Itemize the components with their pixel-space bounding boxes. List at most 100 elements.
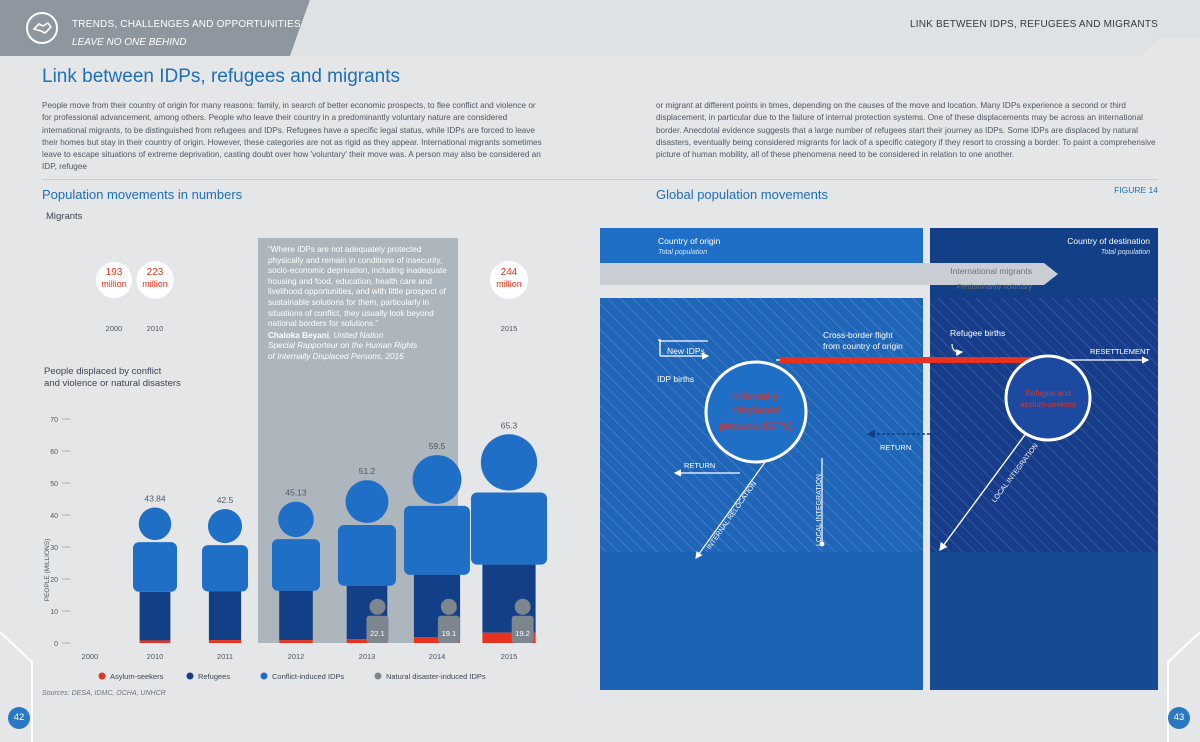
page-title: Link between IDPs, refugees and migrants xyxy=(42,66,401,87)
bar-conflict-idps xyxy=(338,525,396,586)
legend-label: Conflict-induced IDPs xyxy=(272,672,344,681)
legend-label: Natural disaster-induced IDPs xyxy=(386,672,486,681)
local-integration-left-label: LOCAL INTEGRATION xyxy=(816,474,823,546)
bar-conflict-idps xyxy=(272,539,320,591)
page-number-left: 42 xyxy=(8,707,30,729)
y-tick-label: 20 xyxy=(50,577,58,584)
internal-relocation-arrow xyxy=(695,457,769,559)
quote-text: “Where IDPs are not adequately protected… xyxy=(268,245,447,329)
bar-disaster-idps xyxy=(437,615,460,643)
migrants-value: 244 xyxy=(501,267,518,278)
divider xyxy=(42,179,1158,180)
y-tick-label: 60 xyxy=(50,449,58,456)
total-label: 45.13 xyxy=(285,488,307,498)
total-label: 51.2 xyxy=(359,466,376,476)
figure-head-conflict-idps xyxy=(345,480,389,524)
international-migrants-label: International migrants xyxy=(950,266,1032,276)
origin-header xyxy=(600,228,923,264)
displaced-label-line1: People displaced by conflict xyxy=(44,366,162,377)
bar-asylum-seekers xyxy=(413,637,461,643)
idp-label-line3: persons (IDPs) xyxy=(719,420,792,432)
migrants-bubble xyxy=(136,261,174,299)
legend-label: Asylum-seekers xyxy=(110,672,164,681)
figure-label: FIGURE 14 xyxy=(1114,185,1158,195)
bar-refugees xyxy=(139,591,171,641)
right-section-title: Global population movements xyxy=(656,187,828,202)
sources-note: Sources: DESA, IDMC, OCHA, UNHCR xyxy=(42,690,166,697)
destination-subtitle: Total population xyxy=(1101,249,1150,256)
destination-title: Country of destination xyxy=(1067,236,1150,246)
idp-label-line2: displaced xyxy=(733,405,779,417)
bar-conflict-idps xyxy=(133,542,177,592)
y-axis-label: PEOPLE (MILLIONS) xyxy=(44,539,51,602)
section-header: TRENDS, CHALLENGES AND OPPORTUNITIES xyxy=(72,19,301,30)
migrants-bubble xyxy=(489,260,529,300)
y-tick-label: 40 xyxy=(50,513,58,520)
displaced-label-line2: and violence or natural disasters xyxy=(44,378,181,389)
return-label-right: RETURN xyxy=(880,443,911,452)
total-label: 65.3 xyxy=(501,420,518,430)
y-tick-label: 50 xyxy=(50,481,58,488)
legend-swatch xyxy=(260,672,268,680)
header-band xyxy=(0,0,1200,56)
x-tick-label: 2015 xyxy=(501,652,518,661)
legend-swatch xyxy=(374,672,382,680)
refugee-label-line1: Refugee and xyxy=(1025,389,1071,398)
x-tick-label: 2010 xyxy=(147,652,164,661)
handshake-icon xyxy=(26,12,58,44)
idp-circle xyxy=(704,360,808,464)
y-tick-label: 10 xyxy=(50,609,58,616)
bar-conflict-idps xyxy=(471,492,547,565)
origin-subtitle: Total population xyxy=(658,249,707,256)
migrants-year: 2000 xyxy=(106,324,123,333)
bar-disaster-idps xyxy=(366,615,389,643)
figure-head-conflict-idps xyxy=(480,434,538,491)
refugee-circle xyxy=(1004,354,1092,442)
resettlement-label: RESETTLEMENT xyxy=(1090,347,1150,356)
intro-paragraph-right: or migrant at different points in times,… xyxy=(656,101,1156,160)
figure-head-conflict-idps xyxy=(412,455,462,504)
international-migrants-arrow xyxy=(600,263,1058,285)
left-section-title: Population movements in numbers xyxy=(42,187,243,202)
new-idps-label: New IDPs xyxy=(667,346,705,356)
total-label: 43.84 xyxy=(144,494,166,504)
subsection-header: LEAVE NO ONE BEHIND xyxy=(72,37,187,48)
figure-head-conflict-idps xyxy=(138,507,172,541)
x-tick-label: 2014 xyxy=(429,652,446,661)
disaster-label: 19.1 xyxy=(442,629,457,638)
population-movements-diagram: Internally displaced persons (IDPs) Refu… xyxy=(600,228,1158,690)
quote-role-line3: of Internally Displaced Persons, 2016 xyxy=(268,351,404,361)
return-label-left: RETURN xyxy=(684,461,715,470)
quote-box: “Where IDPs are not adequately protected… xyxy=(258,238,458,408)
migrants-label: Migrants xyxy=(46,211,83,222)
figure-head-disaster-idps xyxy=(369,598,386,615)
bar-conflict-idps xyxy=(202,545,248,592)
origin-title: Country of origin xyxy=(658,236,721,246)
refugee-births-label: Refugee births xyxy=(950,328,1005,338)
figure-head-disaster-idps xyxy=(514,598,531,615)
migrants-value: 223 xyxy=(147,267,164,278)
migrants-value: 193 xyxy=(106,267,123,278)
migrants-unit: million xyxy=(496,279,522,289)
legend-swatch xyxy=(98,672,106,680)
bar-conflict-idps xyxy=(404,505,470,575)
quote-author-role: , United Nation xyxy=(328,330,384,340)
cross-border-label-line2: from country of origin xyxy=(823,341,903,351)
corner-left xyxy=(0,632,33,742)
x-tick-label: 2000 xyxy=(82,652,99,661)
idp-label-line1: Internally xyxy=(734,390,779,402)
bar-refugees xyxy=(279,590,313,641)
cross-border-label-line1: Cross-border flight xyxy=(823,330,894,340)
migrants-year: 2010 xyxy=(147,324,164,333)
page-topic-header: LINK BETWEEN IDPS, REFUGEES AND MIGRANTS xyxy=(909,19,1158,30)
figure-head-conflict-idps xyxy=(278,501,314,538)
quote-role-line2: Special Rapporteur on the Human Rights xyxy=(268,341,418,351)
figure-head-disaster-idps xyxy=(440,598,457,615)
y-tick-label: 30 xyxy=(50,545,58,552)
total-label: 42.5 xyxy=(217,495,234,505)
local-integration-right-arrow xyxy=(939,427,1031,552)
bar-asylum-seekers xyxy=(279,640,313,643)
bar-asylum-seekers xyxy=(482,632,536,643)
intro-paragraph-left: People move from their country of origin… xyxy=(42,101,542,172)
quote-author: Chaloka Beyani xyxy=(268,330,329,340)
